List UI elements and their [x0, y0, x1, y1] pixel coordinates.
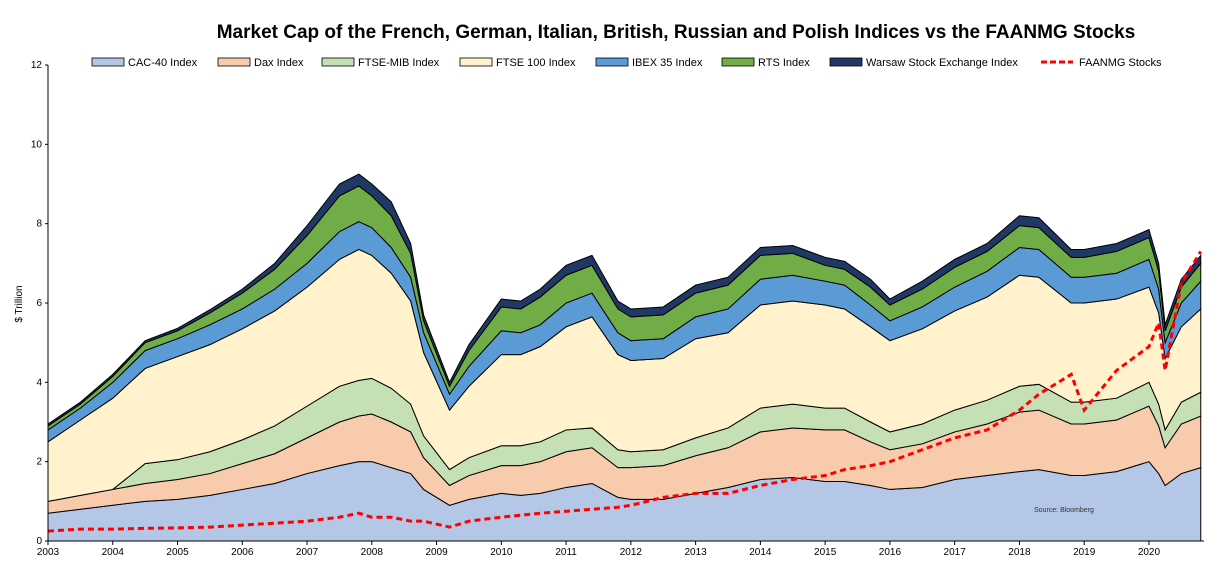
legend-swatch-1 — [217, 57, 251, 67]
legend-swatch-2 — [321, 57, 355, 67]
legend-swatch-4 — [595, 57, 629, 67]
x-tick-label: 2004 — [102, 547, 125, 558]
legend-label-0: CAC-40 Index — [128, 57, 198, 69]
x-tick-label: 2017 — [944, 547, 967, 558]
x-tick-label: 2007 — [296, 547, 319, 558]
x-tick-label: 2019 — [1073, 547, 1096, 558]
source-note: Source: Bloomberg — [1034, 507, 1094, 514]
legend-label-7: FAANMG Stocks — [1079, 57, 1162, 69]
legend-label-2: FTSE-MIB Index — [358, 57, 440, 69]
axes: 0 2 4 6 8 10 12 2003 2004 2005 2006 2007 2008 2009 201… — [31, 60, 1204, 558]
x-tick-label: 2018 — [1008, 547, 1031, 558]
legend-label-3: FTSE 100 Index — [496, 57, 576, 69]
plot-areas — [47, 173, 1202, 542]
series-area-6 — [47, 173, 1202, 427]
x-tick-label: 2012 — [620, 547, 643, 558]
legend-swatch-0 — [91, 57, 125, 67]
x-tick-label: 2005 — [166, 547, 189, 558]
legend-label-6: Warsaw Stock Exchange Index — [866, 57, 1018, 69]
chart-title: Market Cap of the French, German, Italia… — [217, 22, 1136, 43]
y-axis-label: $ Trillion — [14, 285, 25, 322]
x-tick-label: 2010 — [490, 547, 513, 558]
x-tick-label: 2003 — [37, 547, 60, 558]
legend: CAC-40 Index Dax Index FTSE-MIB Index FTSE … — [91, 57, 1162, 69]
legend-swatch-6 — [829, 57, 863, 67]
x-tick-label: 2016 — [879, 547, 902, 558]
x-tick-label: 2013 — [684, 547, 707, 558]
legend-swatch-3 — [459, 57, 493, 67]
legend-swatch-5 — [721, 57, 755, 67]
x-tick-label: 2020 — [1138, 547, 1161, 558]
y-tick-label: 12 — [31, 60, 43, 71]
y-tick-label: 2 — [36, 457, 42, 468]
x-tick-label: 2009 — [425, 547, 448, 558]
plot-overlay — [47, 250, 1203, 533]
legend-label-1: Dax Index — [254, 57, 304, 69]
x-tick-label: 2006 — [231, 547, 254, 558]
legend-label-5: RTS Index — [758, 57, 810, 69]
legend-label-4: IBEX 35 Index — [632, 57, 703, 69]
y-tick-label: 4 — [36, 377, 42, 388]
x-tick-label: 2015 — [814, 547, 837, 558]
y-tick-label: 6 — [36, 298, 42, 309]
y-tick-label: 8 — [36, 219, 42, 230]
y-tick-label: 10 — [31, 139, 43, 150]
x-tick-label: 2008 — [361, 547, 384, 558]
y-tick-label: 0 — [36, 536, 42, 547]
faanmg-line — [47, 250, 1203, 533]
x-tick-label: 2014 — [749, 547, 772, 558]
x-tick-label: 2011 — [555, 547, 577, 558]
